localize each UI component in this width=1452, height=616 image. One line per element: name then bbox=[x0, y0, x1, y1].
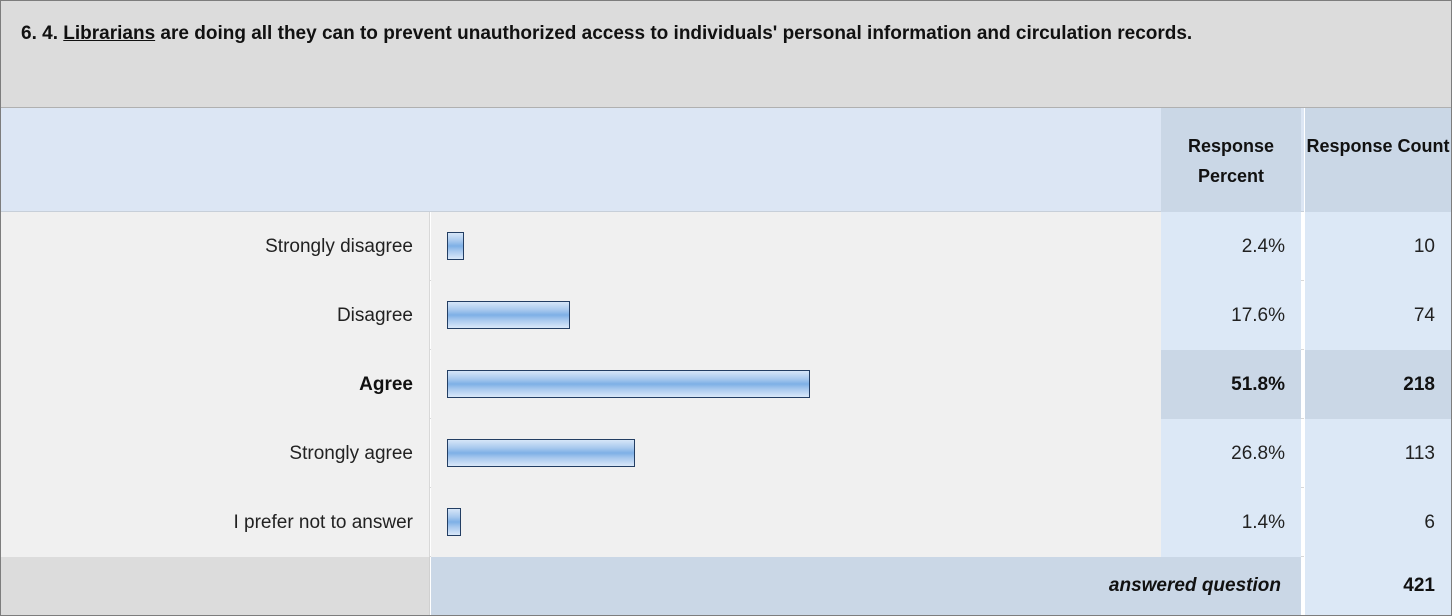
bar-cell bbox=[431, 350, 1161, 419]
answer-label: Agree bbox=[1, 350, 430, 419]
response-bar bbox=[447, 508, 461, 536]
response-percent: 26.8% bbox=[1161, 419, 1301, 488]
response-percent: 2.4% bbox=[1161, 212, 1301, 281]
response-bar bbox=[447, 301, 570, 329]
answer-label: Strongly agree bbox=[1, 419, 430, 488]
answer-label: Disagree bbox=[1, 281, 430, 350]
answer-row-disagree: Disagree 17.6% 74 bbox=[1, 281, 1451, 350]
answer-label: Strongly disagree bbox=[1, 212, 430, 281]
answered-question-count: 421 bbox=[1304, 557, 1451, 615]
response-percent: 51.8% bbox=[1161, 350, 1301, 419]
response-count: 218 bbox=[1304, 350, 1451, 419]
answer-row-strongly-disagree: Strongly disagree 2.4% 10 bbox=[1, 212, 1451, 281]
bar-cell bbox=[431, 281, 1161, 350]
response-count-header: Response Count bbox=[1304, 108, 1451, 212]
bar-cell bbox=[431, 419, 1161, 488]
column-header-row: Response Percent Response Count bbox=[1, 108, 1451, 212]
response-percent: 1.4% bbox=[1161, 488, 1301, 557]
answer-row-prefer-not-to-answer: I prefer not to answer 1.4% 6 bbox=[1, 488, 1451, 557]
answer-row-agree: Agree 51.8% 218 bbox=[1, 350, 1451, 419]
answer-label: I prefer not to answer bbox=[1, 488, 430, 557]
bar-cell bbox=[431, 212, 1161, 281]
answer-row-strongly-agree: Strongly agree 26.8% 113 bbox=[1, 419, 1451, 488]
bar-cell bbox=[431, 488, 1161, 557]
footer-blank-cell bbox=[1, 557, 430, 615]
response-percent: 17.6% bbox=[1161, 281, 1301, 350]
response-bar bbox=[447, 370, 810, 398]
response-bar bbox=[447, 232, 464, 260]
question-number: 6. 4. bbox=[21, 23, 58, 44]
response-count: 113 bbox=[1304, 419, 1451, 488]
response-percent-header: Response Percent bbox=[1161, 108, 1301, 212]
response-count: 10 bbox=[1304, 212, 1451, 281]
answered-question-label: answered question bbox=[431, 557, 1301, 615]
response-count: 74 bbox=[1304, 281, 1451, 350]
answered-question-row: answered question 421 bbox=[1, 557, 1451, 615]
question-text: are doing all they can to prevent unauth… bbox=[160, 23, 1193, 44]
response-count: 6 bbox=[1304, 488, 1451, 557]
question-keyword: Librarians bbox=[63, 23, 156, 44]
question-header: 6. 4. Librarians are doing all they can … bbox=[1, 1, 1451, 108]
response-bar bbox=[447, 439, 635, 467]
